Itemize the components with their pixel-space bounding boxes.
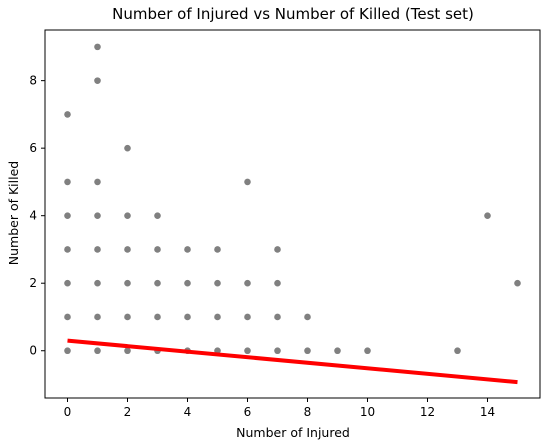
y-tick-label: 6 [29, 141, 37, 155]
scatter-point [64, 313, 71, 321]
scatter-point [94, 246, 101, 253]
scatter-point [244, 347, 251, 355]
scatter-point [64, 347, 71, 355]
scatter-point [214, 279, 221, 287]
scatter-point [154, 279, 161, 287]
scatter-point [64, 212, 71, 219]
scatter-point [364, 347, 371, 355]
scatter-point [184, 279, 191, 287]
scatter-point [124, 246, 131, 253]
plot-area: 0 2 4 6 8 10 12 14 0 2 4 6 8 [29, 29, 541, 419]
scatter-point [64, 246, 71, 253]
scatter-point [184, 313, 191, 321]
scatter-point [514, 279, 521, 287]
scatter-point [274, 246, 281, 253]
regression-line [67, 338, 518, 385]
scatter-point [64, 279, 71, 287]
scatter-point [154, 212, 161, 219]
y-tick-label: 0 [29, 344, 37, 358]
scatter-point [484, 212, 491, 219]
scatter-point [214, 313, 221, 321]
scatter-point [304, 313, 311, 321]
x-axis-label: Number of Injured [236, 425, 350, 440]
x-tick-label: 14 [480, 405, 495, 419]
x-tick-label: 0 [64, 405, 72, 419]
chart-title: Number of Injured vs Number of Killed (T… [112, 5, 474, 23]
scatter-point [244, 178, 251, 186]
y-tick-label: 4 [29, 209, 37, 223]
scatter-point [94, 77, 101, 84]
scatter-point [244, 279, 251, 287]
scatter-point [94, 212, 101, 219]
scatter-point [274, 313, 281, 321]
scatter-point [214, 246, 221, 253]
plot-frame [44, 29, 541, 399]
scatter-point [244, 313, 251, 321]
scatter-point [124, 279, 131, 287]
scatter-point [94, 43, 101, 51]
x-tick-label: 10 [360, 405, 375, 419]
scatter-point [124, 144, 131, 152]
scatter-point [94, 178, 101, 186]
scatter-point [94, 313, 101, 321]
scatter-point [454, 347, 461, 355]
scatter-point [184, 246, 191, 253]
scatter-point [124, 212, 131, 219]
scatter-point [94, 279, 101, 287]
scatter-point [304, 347, 311, 355]
scatter-point [154, 313, 161, 321]
x-tick-label: 8 [304, 405, 312, 419]
y-axis-label: Number of Killed [6, 161, 21, 265]
scatter-point [124, 347, 131, 355]
scatter-point [94, 347, 101, 355]
x-tick-label: 4 [184, 405, 192, 419]
scatter-point [274, 347, 281, 355]
y-tick-label: 8 [29, 74, 37, 88]
scatter-point [154, 246, 161, 253]
scatter-point [64, 111, 71, 118]
y-tick-label: 2 [29, 276, 37, 290]
scatter-point [274, 279, 281, 287]
x-tick-label: 6 [244, 405, 252, 419]
x-tick-label: 2 [124, 405, 132, 419]
scatter-point [64, 178, 71, 186]
scatter-point [334, 347, 341, 355]
x-tick-label: 12 [420, 405, 435, 419]
scatter-point [124, 313, 131, 321]
